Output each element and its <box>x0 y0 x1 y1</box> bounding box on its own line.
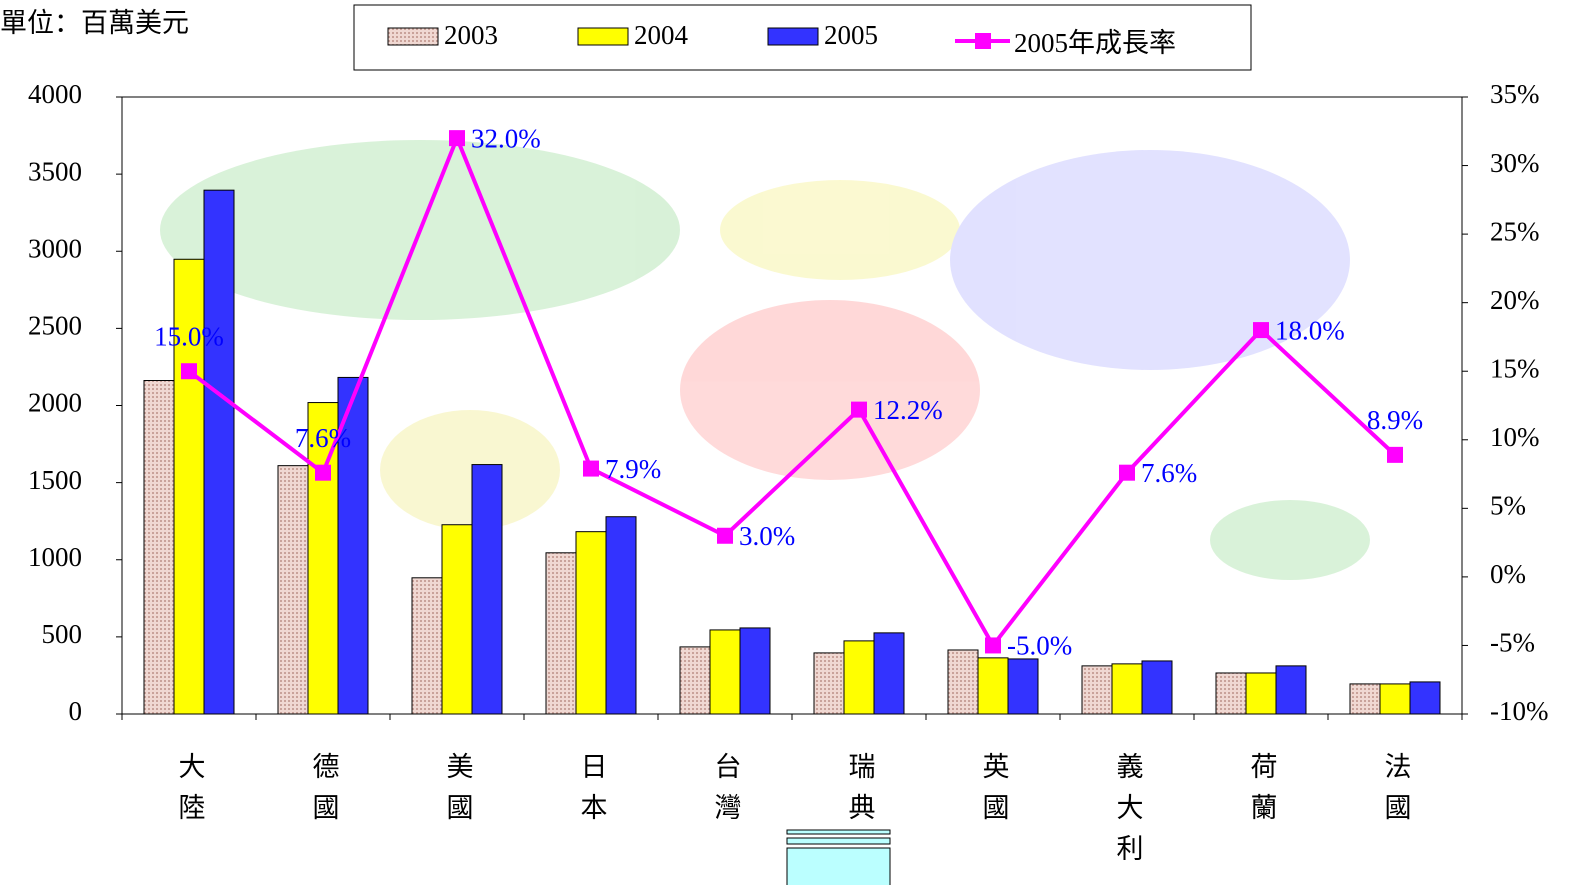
bar <box>575 531 607 715</box>
marker <box>1387 446 1403 463</box>
bar <box>441 524 473 715</box>
bar <box>1379 683 1411 715</box>
bar <box>307 402 339 715</box>
bar <box>739 627 771 715</box>
marker <box>851 401 867 418</box>
y2-tick-label: 35% <box>1490 79 1540 109</box>
data-label: 7.6% <box>295 423 351 453</box>
bar <box>337 376 369 715</box>
data-label: 8.9% <box>1367 405 1423 435</box>
y2-tick-label: -10% <box>1490 696 1548 726</box>
x-tick-label: 英國 <box>978 752 1009 834</box>
bar <box>1275 665 1307 715</box>
marker <box>583 460 599 477</box>
data-label: 12.2% <box>873 395 943 425</box>
x-tick-label: 台灣 <box>710 752 742 834</box>
y2-tick-label: 20% <box>1490 285 1540 315</box>
y-tick-label: 3000 <box>28 233 82 263</box>
data-label: 3.0% <box>739 521 795 551</box>
legend-marker <box>975 33 991 49</box>
x-tick-label: 瑞典 <box>844 752 875 834</box>
unit-label: 單位：百萬美元 <box>0 8 189 38</box>
y2-tick-label: 30% <box>1490 148 1540 178</box>
marker <box>985 637 1001 654</box>
data-label: -5.0% <box>1007 631 1072 661</box>
x-tick-label: 義大利 <box>1112 752 1144 875</box>
x-tick-label: 日本 <box>576 752 608 834</box>
bar <box>143 380 175 715</box>
y-tick-label: 1500 <box>28 465 82 495</box>
y2-tick-label: 10% <box>1490 422 1540 452</box>
legend-swatch <box>577 27 629 46</box>
background-map <box>160 140 1370 580</box>
marker <box>1119 464 1135 481</box>
legend-label: 2003 <box>444 20 498 50</box>
bar <box>1111 663 1143 715</box>
data-label: 7.9% <box>605 454 661 484</box>
bar <box>1349 683 1381 715</box>
bar <box>173 258 205 715</box>
x-tick-label: 德國 <box>308 752 340 834</box>
y2-tick-label: 0% <box>1490 559 1526 589</box>
bar <box>1007 658 1039 715</box>
bar <box>843 640 875 715</box>
bar <box>411 577 443 715</box>
y2-tick-label: 25% <box>1490 216 1540 246</box>
bar <box>947 649 979 715</box>
y-tick-label: 2500 <box>28 311 82 341</box>
y-tick-label: 2000 <box>28 388 82 418</box>
bar <box>813 652 845 715</box>
legend-label: 2005 <box>824 20 878 50</box>
decoration <box>786 829 891 885</box>
legend-label: 2005年成長率 <box>1014 28 1176 58</box>
bar <box>873 632 905 715</box>
x-tick-label: 大陸 <box>174 752 205 834</box>
line <box>187 132 1397 650</box>
y-tick-label: 0 <box>69 696 83 726</box>
y-tick-label: 500 <box>42 619 83 649</box>
bar <box>977 657 1009 715</box>
marker <box>717 527 733 544</box>
x-tick-label: 美國 <box>442 752 473 834</box>
legend-swatch <box>767 27 819 46</box>
bar <box>1215 672 1247 715</box>
bar <box>471 464 503 715</box>
data-label: 18.0% <box>1275 315 1345 345</box>
bar <box>679 646 711 715</box>
y2-tick-label: 15% <box>1490 353 1540 383</box>
x-tick-label: 荷蘭 <box>1246 752 1278 834</box>
data-label: 15.0% <box>154 321 224 351</box>
y2-tick-label: -5% <box>1490 628 1535 658</box>
bar <box>1409 681 1441 715</box>
bar <box>605 516 637 715</box>
bar <box>1141 660 1173 715</box>
x-tick-label: 法國 <box>1380 752 1411 834</box>
bar <box>545 552 577 715</box>
bar <box>203 189 235 715</box>
y2-tick-label: 5% <box>1490 491 1526 521</box>
y-tick-label: 3500 <box>28 156 82 186</box>
bar <box>1081 665 1113 715</box>
marker <box>1253 322 1269 339</box>
y-tick-label: 4000 <box>28 79 82 109</box>
bar <box>1245 672 1277 715</box>
marker <box>315 464 331 481</box>
legend-label: 2004 <box>634 20 689 50</box>
data-label: 7.6% <box>1141 458 1197 488</box>
marker <box>449 130 465 147</box>
bar <box>709 629 741 715</box>
legend-swatch <box>387 27 439 46</box>
bar <box>277 465 309 715</box>
y-tick-label: 1000 <box>28 542 82 572</box>
marker <box>181 363 197 380</box>
data-label: 32.0% <box>471 123 541 153</box>
